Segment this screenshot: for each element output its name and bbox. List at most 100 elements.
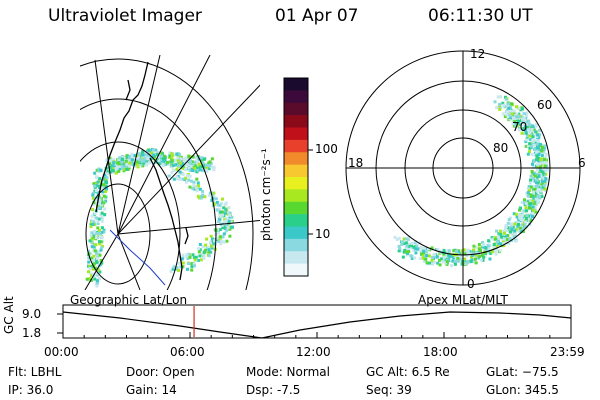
aurora-pixel (153, 157, 157, 161)
aurora-pixel (532, 188, 535, 192)
aurora-pixel (534, 197, 538, 201)
aurora-pixel (506, 234, 510, 237)
aurora-pixel (142, 159, 146, 163)
aurora-pixel (524, 144, 528, 148)
aurora-pixel (525, 111, 529, 115)
aurora-pixel (157, 155, 161, 159)
aurora-pixel (502, 244, 506, 248)
aurora-pixel (96, 272, 100, 276)
aurora-pixel (431, 256, 435, 259)
aurora-pixel (531, 208, 535, 212)
aurora-pixel (535, 158, 538, 162)
aurora-pixel (491, 237, 495, 241)
aurora-pixel (428, 261, 431, 265)
aurora-pixel (397, 236, 401, 240)
aurora-pixel (405, 250, 408, 254)
aurora-pixel (139, 163, 143, 167)
aurora-pixel (170, 153, 174, 157)
aurora-pixel (493, 237, 497, 241)
aurora-pixel (100, 203, 104, 207)
info-gc-alt: GC Alt: 6.5 Re (366, 365, 450, 379)
aurora-pixel (145, 163, 148, 167)
aurora-pixel (535, 186, 539, 190)
aurora-pixel (452, 249, 456, 253)
aurora-pixel (436, 261, 440, 265)
aurora-pixel (544, 177, 548, 181)
aurora-pixel (217, 229, 220, 233)
aurora-pixel (201, 161, 205, 165)
aurora-pixel (89, 234, 93, 238)
aurora-pixel (222, 240, 226, 244)
aurora-pixel (524, 220, 527, 224)
aurora-pixel (508, 116, 512, 119)
aurora-pixel (102, 230, 106, 234)
aurora-pixel (466, 259, 470, 263)
aurora-pixel (216, 203, 220, 207)
aurora-pixel (504, 228, 507, 232)
aurora-pixel (225, 224, 229, 228)
aurora-pixel (474, 245, 478, 249)
aurora-pixel (504, 225, 508, 229)
mlat-label-70: 70 (512, 120, 528, 134)
aurora-pixel (426, 247, 430, 251)
aurora-pixel (196, 161, 200, 164)
aurora-pixel (94, 184, 98, 188)
aurora-pixel (447, 249, 451, 253)
aurora-pixel (465, 261, 469, 265)
aurora-pixel (523, 198, 526, 202)
aurora-pixel (192, 164, 196, 167)
aurora-pixel (174, 163, 178, 167)
aurora-pixel (198, 243, 202, 246)
aurora-pixel (188, 174, 192, 178)
aurora-pixel (207, 250, 211, 254)
aurora-pixel (87, 249, 90, 253)
aurora-pixel (534, 125, 538, 129)
aurora-pixel (201, 193, 205, 197)
colorbar-band (284, 78, 308, 91)
aurora-pixel (221, 226, 225, 230)
aurora-pixel (193, 160, 197, 164)
aurora-pixel (228, 234, 232, 238)
aurora-pixel (544, 172, 548, 176)
aurora-pixel (200, 252, 204, 256)
aurora-pixel (532, 196, 536, 200)
aurora-pixel (89, 225, 93, 229)
aurora-pixel (476, 256, 480, 260)
aurora-pixel (128, 161, 132, 165)
aurora-pixel (217, 239, 221, 243)
aurora-pixel (92, 201, 96, 204)
aurora-pixel (90, 274, 94, 277)
aurora-pixel (507, 218, 511, 222)
aurora-pixel (505, 113, 509, 117)
aurora-pixel (230, 215, 234, 219)
aurora-pixel (521, 230, 525, 233)
aurora-pixel (456, 259, 460, 263)
aurora-pixel (171, 164, 175, 167)
aurora-pixel (478, 254, 482, 258)
aurora-pixel (418, 241, 422, 245)
aurora-pixel (545, 178, 549, 182)
colorbar-band (284, 115, 308, 128)
aurora-pixel (184, 162, 188, 166)
aurora-pixel (538, 196, 542, 200)
aurora-pixel (526, 217, 530, 221)
aurora-pixel (157, 159, 161, 163)
aurora-pixel (187, 166, 191, 170)
aurora-pixel (160, 151, 164, 155)
aurora-pixel (517, 123, 521, 127)
aurora-pixel (106, 170, 110, 174)
aurora-pixel (200, 159, 204, 163)
aurora-pixel (494, 250, 498, 254)
aurora-pixel (111, 164, 115, 168)
aurora-pixel (543, 164, 547, 168)
aurora-pixel (206, 245, 210, 249)
aurora-pixel (115, 161, 119, 165)
aurora-pixel (536, 200, 540, 204)
aurora-pixel (189, 179, 193, 183)
aurora-pixel (89, 222, 93, 226)
aurora-pixel (152, 148, 156, 152)
aurora-pixel (224, 208, 228, 212)
aurora-pixel (393, 235, 397, 239)
aurora-pixel (538, 128, 542, 132)
